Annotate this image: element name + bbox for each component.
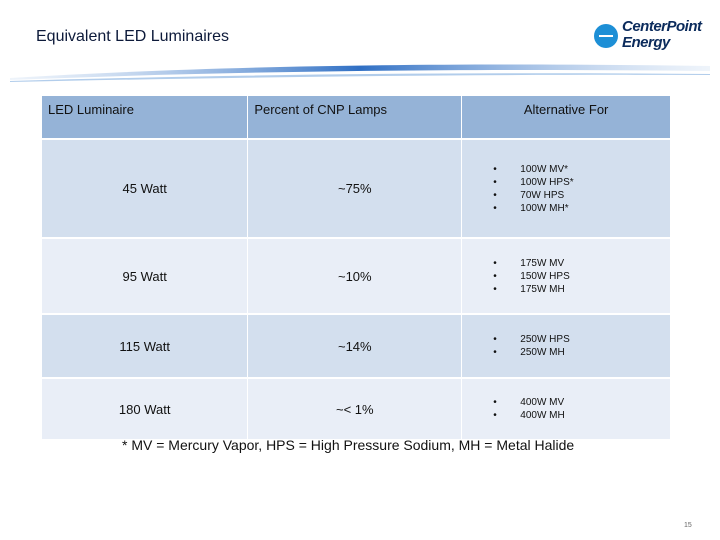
- luminaire-cell: 45 Watt: [42, 138, 249, 237]
- luminaire-cell: 115 Watt: [42, 313, 249, 377]
- alternative-item: 100W MV*: [493, 163, 669, 176]
- alternatives-list: 100W MV* 100W HPS* 70W HPS 100W MH*: [463, 163, 669, 215]
- logo-text-line2: Energy: [622, 34, 670, 51]
- centerpoint-logo-icon: [594, 24, 618, 48]
- table-row: 180 Watt ~< 1% 400W MV 400W MH: [42, 377, 670, 439]
- alternatives-cell: 175W MV 150W HPS 175W MH: [462, 237, 670, 313]
- luminaire-cell: 95 Watt: [42, 237, 249, 313]
- alternative-item: 175W MH: [493, 283, 669, 296]
- footnote: * MV = Mercury Vapor, HPS = High Pressur…: [122, 437, 575, 453]
- alternatives-cell: 250W HPS 250W MH: [462, 313, 670, 377]
- company-logo: CenterPoint Energy: [594, 18, 706, 62]
- alternatives-list: 400W MV 400W MH: [463, 396, 669, 422]
- column-header-percent: Percent of CNP Lamps: [248, 96, 463, 138]
- percent-cell: ~14%: [248, 313, 463, 377]
- percent-cell: ~75%: [248, 138, 463, 237]
- alternative-item: 150W HPS: [493, 270, 669, 283]
- percent-cell: ~< 1%: [248, 377, 463, 439]
- alternative-item: 175W MV: [493, 257, 669, 270]
- slide-title: Equivalent LED Luminaires: [36, 28, 229, 45]
- alternative-item: 100W MH*: [493, 202, 669, 215]
- table-header-row: LED Luminaire Percent of CNP Lamps Alter…: [42, 96, 670, 138]
- table-row: 45 Watt ~75% 100W MV* 100W HPS* 70W HPS …: [42, 138, 670, 237]
- alternatives-list: 250W HPS 250W MH: [463, 333, 669, 359]
- alternative-item: 100W HPS*: [493, 176, 669, 189]
- alternatives-cell: 100W MV* 100W HPS* 70W HPS 100W MH*: [462, 138, 670, 237]
- table-row: 95 Watt ~10% 175W MV 150W HPS 175W MH: [42, 237, 670, 313]
- column-header-alternative: Alternative For: [462, 96, 670, 138]
- alternative-item: 250W HPS: [493, 333, 669, 346]
- column-header-luminaire: LED Luminaire: [42, 96, 249, 138]
- alternative-item: 400W MH: [493, 409, 669, 422]
- luminaire-cell: 180 Watt: [42, 377, 249, 439]
- alternative-item: 400W MV: [493, 396, 669, 409]
- alternative-item: 250W MH: [493, 346, 669, 359]
- led-luminaire-table: LED Luminaire Percent of CNP Lamps Alter…: [42, 96, 670, 439]
- header-swoosh-divider: [10, 64, 710, 82]
- alternatives-list: 175W MV 150W HPS 175W MH: [463, 257, 669, 296]
- alternatives-cell: 400W MV 400W MH: [462, 377, 670, 439]
- table-row: 115 Watt ~14% 250W HPS 250W MH: [42, 313, 670, 377]
- page-number: 15: [684, 522, 692, 529]
- alternative-item: 70W HPS: [493, 189, 669, 202]
- percent-cell: ~10%: [248, 237, 463, 313]
- logo-text-line1: CenterPoint: [622, 18, 702, 35]
